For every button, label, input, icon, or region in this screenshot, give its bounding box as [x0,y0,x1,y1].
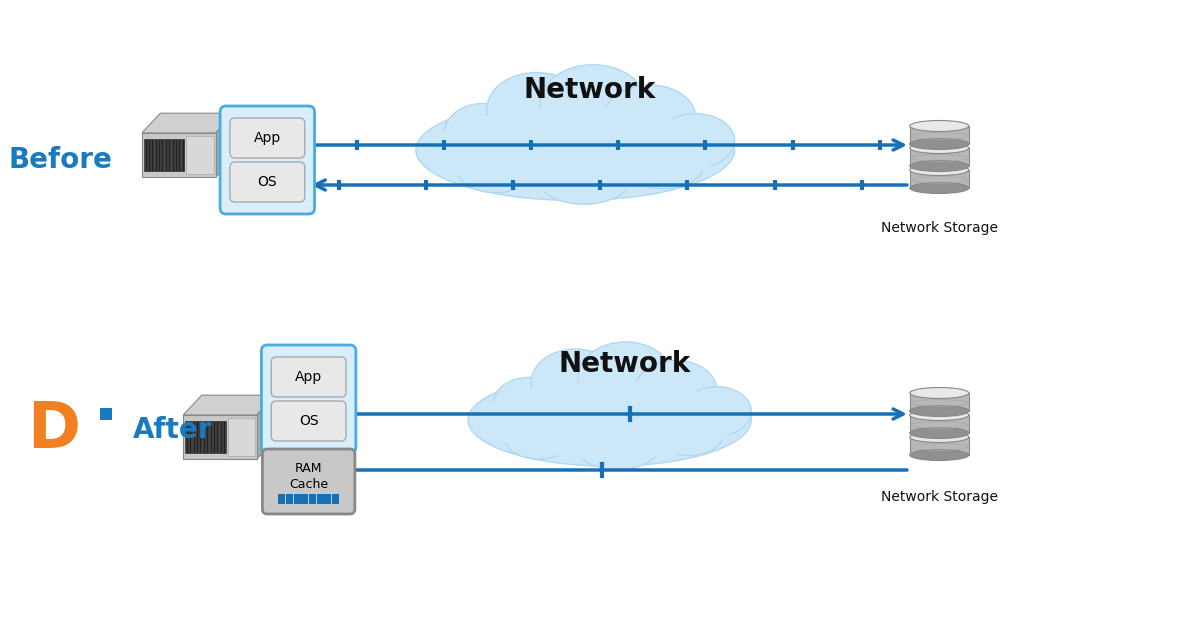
FancyBboxPatch shape [100,408,112,420]
Ellipse shape [416,100,734,200]
Ellipse shape [457,146,534,193]
FancyBboxPatch shape [910,437,968,455]
Ellipse shape [682,387,751,436]
Ellipse shape [577,424,659,470]
Ellipse shape [910,409,968,420]
Ellipse shape [910,406,968,417]
Ellipse shape [430,108,720,193]
FancyBboxPatch shape [228,418,256,456]
Polygon shape [142,113,234,133]
Ellipse shape [625,146,703,188]
FancyBboxPatch shape [317,494,324,504]
Text: Network: Network [524,76,656,104]
Ellipse shape [493,378,563,432]
Text: D: D [28,399,80,461]
FancyBboxPatch shape [910,393,968,411]
FancyBboxPatch shape [142,133,216,177]
FancyBboxPatch shape [185,421,226,453]
FancyBboxPatch shape [301,494,308,504]
FancyBboxPatch shape [910,415,968,433]
Ellipse shape [487,73,586,147]
Ellipse shape [604,85,696,150]
FancyBboxPatch shape [910,170,968,188]
FancyBboxPatch shape [186,136,214,174]
Ellipse shape [635,360,716,420]
Text: Network: Network [558,350,690,378]
Ellipse shape [538,155,630,204]
Text: App: App [295,370,323,384]
FancyBboxPatch shape [332,494,338,504]
Text: App: App [253,131,281,145]
FancyBboxPatch shape [271,357,346,397]
Polygon shape [184,395,276,415]
Ellipse shape [910,142,968,154]
FancyBboxPatch shape [310,494,316,504]
FancyBboxPatch shape [220,106,314,214]
Text: OS: OS [258,175,277,189]
Ellipse shape [910,164,968,175]
Text: RAM
Cache: RAM Cache [289,462,329,491]
Polygon shape [257,395,276,459]
Ellipse shape [540,65,646,142]
Ellipse shape [481,381,739,459]
FancyBboxPatch shape [184,415,257,459]
FancyBboxPatch shape [271,401,346,441]
Ellipse shape [910,427,968,439]
Text: Network Storage: Network Storage [881,221,997,235]
Text: OS: OS [299,414,318,428]
Text: After: After [132,416,212,444]
Polygon shape [216,113,234,177]
Ellipse shape [444,103,522,162]
Ellipse shape [468,374,751,466]
FancyBboxPatch shape [263,449,355,514]
Ellipse shape [654,415,724,455]
FancyBboxPatch shape [144,139,185,171]
Ellipse shape [578,342,673,413]
Ellipse shape [910,450,968,460]
Text: Before: Before [8,146,113,174]
Ellipse shape [504,417,574,459]
Ellipse shape [910,432,968,442]
FancyBboxPatch shape [910,126,968,144]
Ellipse shape [910,388,968,399]
Ellipse shape [656,114,734,168]
Ellipse shape [910,182,968,193]
Ellipse shape [910,160,968,172]
FancyBboxPatch shape [294,494,300,504]
FancyBboxPatch shape [230,162,305,202]
Ellipse shape [910,139,968,149]
FancyBboxPatch shape [262,345,356,453]
FancyBboxPatch shape [278,494,286,504]
Ellipse shape [910,121,968,131]
Text: Network Storage: Network Storage [881,490,997,504]
Ellipse shape [530,349,619,417]
FancyBboxPatch shape [286,494,293,504]
FancyBboxPatch shape [324,494,331,504]
FancyBboxPatch shape [910,148,968,166]
FancyBboxPatch shape [230,118,305,158]
